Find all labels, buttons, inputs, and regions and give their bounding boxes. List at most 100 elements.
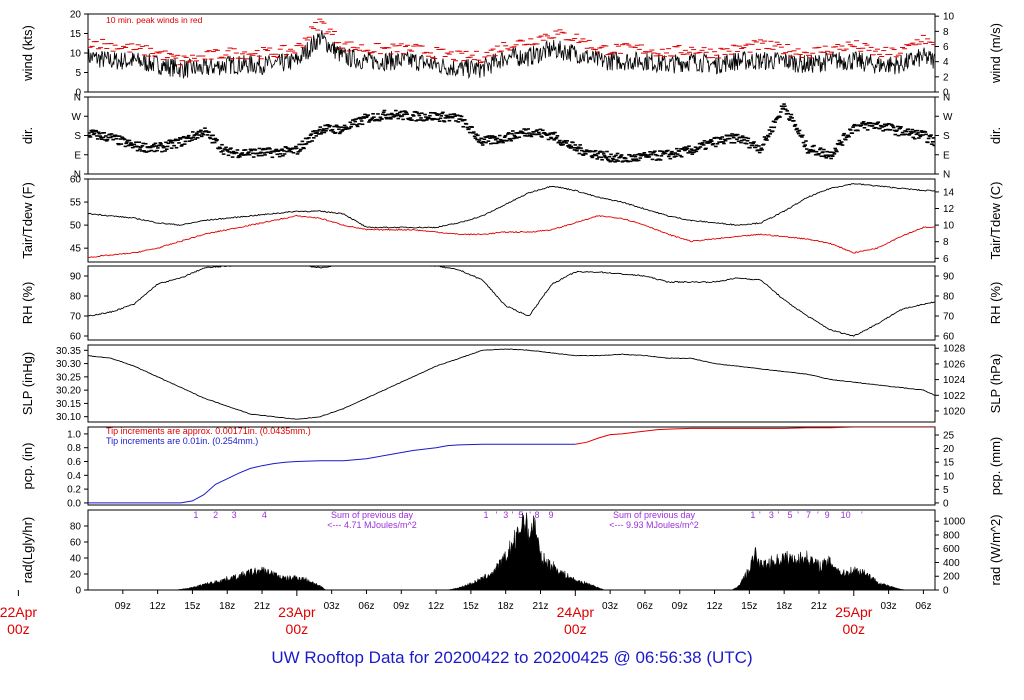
right-tick-label: 1020	[943, 406, 966, 417]
left-tick-label: 30.20	[56, 386, 81, 397]
pcp-annotation-red: Tip increments are approx. 0.00171in. (0…	[106, 426, 311, 436]
right-tick-label: 8	[943, 27, 949, 38]
y-axis-label-right: rad (W/m^2)	[988, 514, 1003, 585]
date-label-hour: 00z	[842, 621, 865, 637]
plot-area	[88, 512, 935, 590]
left-tick-label: 50	[70, 221, 82, 232]
right-tick-label: 1022	[943, 391, 966, 402]
hour-marker: 5	[787, 510, 792, 520]
left-tick-label: W	[72, 112, 82, 123]
left-tick-label: 60	[70, 175, 82, 186]
left-tick-label: 60	[70, 332, 82, 343]
plot-area	[88, 348, 935, 420]
date-label: 22Apr	[0, 604, 37, 620]
hour-marker: 10	[841, 510, 851, 520]
right-tick-label: 5	[943, 485, 949, 496]
x-tick-label: 06z	[637, 601, 653, 612]
right-tick-label: 10	[943, 471, 955, 482]
x-tick-label: 06z	[915, 601, 931, 612]
left-tick-label: 80	[70, 292, 82, 303]
panel-wind: 0 5 10 15 20 0 2 4 6 8 10 wind (kts) wind (m/s) 10 mi…	[20, 10, 1003, 99]
right-tick-label: 200	[943, 572, 960, 583]
y-axis-label-left: Tair/Tdew (F)	[20, 182, 35, 259]
right-tick-label: 12	[943, 204, 955, 215]
plot-area	[88, 266, 935, 337]
right-tick-label: 90	[943, 272, 955, 283]
right-tick-label: 0	[943, 88, 949, 99]
left-tick-label: 30.25	[56, 372, 81, 383]
hour-marker: 1	[483, 510, 488, 520]
right-tick-label: 1000	[943, 517, 966, 528]
left-tick-label: 30.30	[56, 359, 81, 370]
right-tick-label: 6	[943, 42, 949, 53]
x-tick-label: 18z	[219, 601, 235, 612]
y-axis-label-right: RH (%)	[988, 282, 1003, 325]
date-label-hour: 00z	[286, 621, 309, 637]
plot-area	[88, 103, 935, 163]
right-tick-label: 25	[943, 430, 955, 441]
sum-label: Sum of previous day	[331, 510, 414, 520]
y-axis-label-right: wind (m/s)	[988, 23, 1003, 84]
panel-frame	[87, 178, 936, 263]
wind-annotation: 10 min. peak winds in red	[106, 15, 203, 25]
hour-marker: '	[861, 510, 863, 520]
hour-marker: 3	[232, 510, 237, 520]
right-tick-label: 800	[943, 530, 960, 541]
hour-marker: 2	[213, 510, 218, 520]
x-tick-label: 12z	[150, 601, 166, 612]
left-tick-label: 0	[75, 88, 81, 99]
right-tick-label: 15	[943, 458, 955, 469]
right-tick-label: 0	[943, 586, 949, 597]
panel-frame	[87, 344, 936, 423]
y-axis-label-left: RH (%)	[20, 282, 35, 325]
x-tick-label: 03z	[602, 601, 618, 612]
right-tick-label: 0	[943, 498, 949, 509]
y-axis-label-left: rad(Lgly/hr)	[20, 517, 35, 583]
slp-series-line	[88, 348, 935, 420]
panel-temp: 45 50 55 60 6 8 10 12 14 Tair/Tdew (F) Tair/Tdew (…	[20, 175, 1003, 265]
pcp-series-line	[88, 443, 576, 504]
right-tick-label: 14	[943, 187, 955, 198]
date-label-hour: 00z	[564, 621, 587, 637]
left-tick-label: 45	[70, 244, 82, 255]
left-tick-label: 40	[70, 554, 82, 565]
hour-marker: 5	[518, 510, 523, 520]
left-tick-label: S	[74, 131, 81, 142]
y-axis-label-left: SLP (inHg)	[20, 352, 35, 415]
left-tick-label: 0.6	[67, 457, 81, 468]
panel-frame	[87, 265, 936, 341]
left-tick-label: 20	[70, 570, 82, 581]
x-tick-label: 09z	[672, 601, 688, 612]
panel-frame	[87, 426, 936, 506]
hour-marker: '	[529, 510, 531, 520]
panel-frame	[87, 96, 936, 175]
right-tick-label: 600	[943, 544, 960, 555]
right-tick-label: 1024	[943, 375, 966, 386]
left-tick-label: 20	[70, 10, 82, 21]
date-label: 23Apr	[278, 604, 316, 620]
panel-rh: 60 70 80 90 60 70 80 90 RH (%) RH (%)	[20, 265, 1003, 343]
left-tick-label: 0.4	[67, 471, 81, 482]
x-tick-label: 09z	[393, 601, 409, 612]
right-tick-label: N	[943, 170, 950, 181]
hour-marker: '	[759, 510, 761, 520]
left-tick-label: 0.2	[67, 485, 81, 496]
left-tick-label: 70	[70, 312, 82, 323]
x-tick-label: 18z	[498, 601, 514, 612]
date-label: 25Apr	[835, 604, 873, 620]
left-tick-label: 0.8	[67, 443, 81, 454]
x-tick-label: 09z	[115, 601, 131, 612]
x-tick-label: 12z	[428, 601, 444, 612]
right-tick-label: S	[943, 131, 950, 142]
right-tick-label: 10	[943, 12, 955, 23]
hour-marker: '	[512, 510, 514, 520]
right-tick-label: 2	[943, 72, 949, 83]
right-tick-label: 4	[943, 57, 949, 68]
left-tick-label: 0	[75, 586, 81, 597]
pcp-series-line	[575, 427, 935, 445]
date-label: 24Apr	[557, 604, 595, 620]
y-axis-label-right: SLP (hPa)	[988, 354, 1003, 414]
left-tick-label: 1.0	[67, 429, 81, 440]
